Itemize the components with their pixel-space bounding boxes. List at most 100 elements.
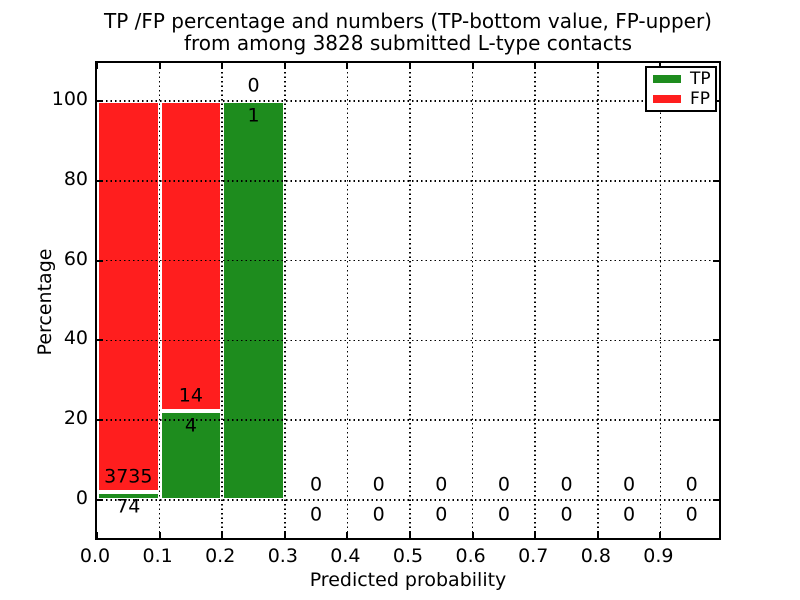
chart-title-line1: TP /FP percentage and numbers (TP-bottom… <box>104 9 712 33</box>
x-tick-top <box>158 63 161 69</box>
x-tick-bottom <box>346 532 349 538</box>
tp-bar-segment <box>222 101 285 500</box>
legend: TP FP <box>645 66 717 112</box>
x-tick-label: 0.4 <box>330 545 361 567</box>
x-tick-top <box>283 63 286 69</box>
tp-bar-segment <box>159 411 223 500</box>
v-gridline <box>346 63 349 538</box>
h-gridline <box>97 100 719 102</box>
x-tick-bottom <box>471 532 474 538</box>
x-tick-bottom <box>534 532 537 538</box>
y-tick-right <box>713 419 719 422</box>
chart-title-line2: from among 3828 submitted L-type contact… <box>183 31 633 55</box>
tp-count-label: 74 <box>116 495 141 518</box>
x-tick-label: 0.6 <box>455 545 486 567</box>
fp-count-label: 0 <box>247 74 260 97</box>
fp-count-label: 0 <box>372 473 385 496</box>
tp-count-label: 0 <box>497 503 510 526</box>
v-gridline <box>284 63 286 538</box>
x-tick-top <box>471 63 474 69</box>
tp-count-label: 1 <box>247 104 260 127</box>
x-tick-bottom <box>596 532 599 538</box>
h-gridline <box>97 499 719 501</box>
fp-count-label: 0 <box>560 473 573 496</box>
fp-legend-swatch <box>653 95 681 103</box>
x-tick-bottom <box>409 532 411 538</box>
plot-area: 3735 74 14 4 0 1 0 0 0 0 0 0 0 0 0 0 0 0 0 0 <box>95 61 721 540</box>
y-tick-left <box>97 419 103 422</box>
tp-count-label: 0 <box>560 503 573 526</box>
y-tick-label: 0 <box>75 487 88 509</box>
fp-count-label: 0 <box>435 473 448 496</box>
tp-count-label: 0 <box>435 503 448 526</box>
x-tick-top <box>409 63 411 69</box>
v-gridline <box>471 63 474 538</box>
x-tick-bottom <box>158 532 161 538</box>
legend-row-tp: TP <box>647 68 715 89</box>
x-tick-label: 0.7 <box>518 545 549 567</box>
y-tick-label: 60 <box>63 247 88 270</box>
legend-row-fp: FP <box>647 88 715 109</box>
x-tick-top <box>596 63 599 69</box>
fp-count-label: 0 <box>685 473 698 496</box>
v-gridline <box>659 63 662 538</box>
x-tick-label: 0.5 <box>392 545 424 567</box>
h-gridline <box>97 180 719 182</box>
v-gridline <box>597 63 599 538</box>
fp-count-label: 0 <box>497 473 510 496</box>
legend-label-fp: FP <box>690 88 711 109</box>
chart-title: TP /FP percentage and numbers (TP-bottom… <box>95 10 721 54</box>
tp-legend-swatch <box>653 75 681 83</box>
x-tick-top <box>534 63 537 69</box>
h-gridline <box>97 339 719 342</box>
y-tick-right <box>713 339 719 342</box>
v-gridline <box>534 63 536 538</box>
fp-count-label: 0 <box>310 473 323 496</box>
y-tick-left <box>97 259 103 262</box>
y-tick-label: 80 <box>63 167 88 190</box>
v-gridline <box>409 63 411 538</box>
y-tick-label: 40 <box>63 327 88 350</box>
x-tick-top <box>346 63 349 69</box>
y-tick-left <box>97 339 103 342</box>
v-gridline <box>221 63 223 538</box>
x-axis-label: Predicted probability <box>309 569 507 591</box>
fp-bar-segment <box>159 101 223 412</box>
y-tick-right <box>713 179 719 182</box>
y-axis-label: Percentage <box>34 248 56 356</box>
h-gridline <box>97 259 719 262</box>
x-tick-top <box>96 63 98 69</box>
x-tick-bottom <box>283 532 286 538</box>
x-tick-label: 0.0 <box>79 545 111 567</box>
tp-count-label: 0 <box>310 503 323 526</box>
tp-count-label: 0 <box>372 503 385 526</box>
tp-bar-segment <box>97 492 160 500</box>
tp-count-label: 4 <box>184 414 197 437</box>
y-tick-right <box>713 499 719 501</box>
y-tick-label: 100 <box>51 88 88 110</box>
h-gridline <box>97 419 719 421</box>
y-tick-right <box>713 259 719 262</box>
x-tick-label: 0.3 <box>267 545 298 567</box>
x-tick-bottom <box>96 532 98 538</box>
fp-bar-segment <box>97 101 160 493</box>
y-tick-left <box>97 179 103 182</box>
tp-count-label: 0 <box>685 503 698 526</box>
v-gridline <box>158 63 161 538</box>
y-tick-left <box>97 100 103 102</box>
y-tick-label: 20 <box>63 407 88 430</box>
fp-count-label: 0 <box>623 473 636 496</box>
x-tick-label: 0.9 <box>643 545 674 567</box>
x-tick-label: 0.1 <box>142 545 173 567</box>
x-tick-label: 0.8 <box>580 545 611 567</box>
x-tick-bottom <box>221 532 224 538</box>
fp-count-label: 3735 <box>104 465 153 488</box>
x-tick-bottom <box>659 532 662 538</box>
tp-count-label: 0 <box>623 503 636 526</box>
fp-count-label: 14 <box>178 384 203 407</box>
y-tick-left <box>97 499 103 501</box>
x-tick-label: 0.2 <box>205 545 236 567</box>
x-tick-top <box>221 63 224 69</box>
legend-label-tp: TP <box>690 68 711 89</box>
